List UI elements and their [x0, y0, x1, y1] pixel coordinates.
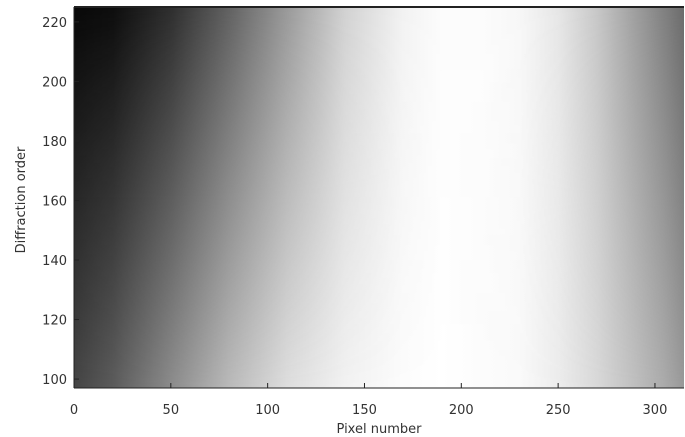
- y-tick-labels: 100 120 140 160 180 200 220: [42, 16, 79, 388]
- y-tick-label: 180: [42, 135, 67, 150]
- x-tick-label: 200: [449, 403, 474, 418]
- x-tick-label: 150: [352, 403, 377, 418]
- plot-area: [73, 6, 684, 389]
- x-tick-label: 300: [643, 403, 668, 418]
- heatmap-top-layer: [74, 7, 684, 388]
- y-tick-label: 140: [42, 254, 67, 269]
- y-tick-label: 200: [42, 75, 67, 90]
- x-tick-label: 0: [70, 403, 78, 418]
- y-tick-label: 220: [42, 16, 67, 31]
- x-tick-labels: 0 50 100 150 200 250 300: [70, 383, 668, 418]
- y-tick-label: 120: [42, 314, 67, 329]
- x-tick-label: 50: [163, 403, 180, 418]
- y-tick-label: 160: [42, 194, 67, 209]
- x-axis-label: Pixel number: [337, 422, 423, 437]
- x-tick-label: 100: [255, 403, 280, 418]
- x-tick-label: 250: [546, 403, 571, 418]
- y-tick-label: 100: [42, 373, 67, 388]
- y-axis-label: Diffraction order: [14, 146, 29, 253]
